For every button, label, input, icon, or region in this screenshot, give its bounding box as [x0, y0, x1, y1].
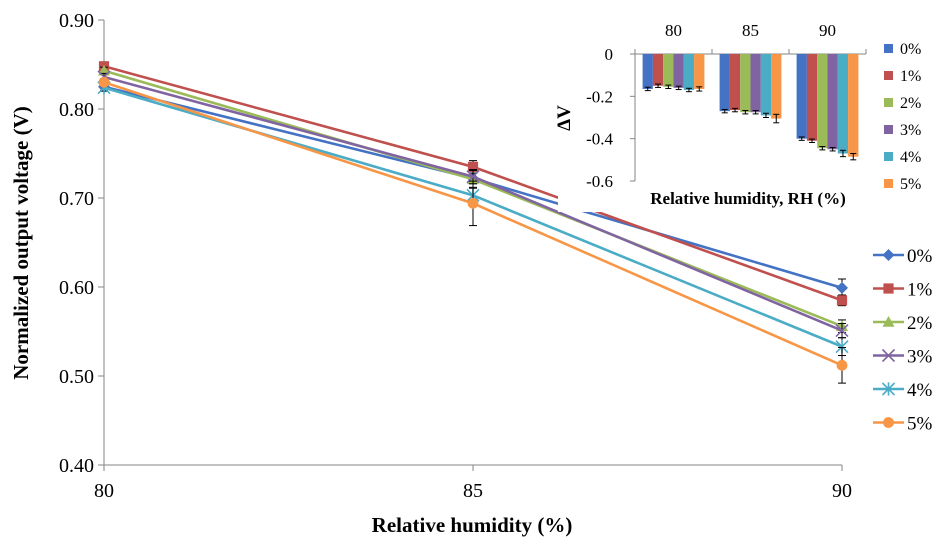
- main-legend: 0% 1% 2% 3% 4% 5%: [873, 246, 933, 435]
- main-y-tick-label: 0.80: [59, 99, 94, 121]
- legend-marker: [881, 382, 896, 396]
- inset-legend-label: 2%: [900, 95, 921, 112]
- inset-bar: [806, 54, 818, 141]
- main-x-axis-label: Relative humidity (%): [372, 513, 573, 537]
- inset-bar: [673, 54, 684, 88]
- data-point: [836, 295, 848, 306]
- inset-bar: [652, 54, 664, 86]
- inset-x-tick-label: 85: [742, 21, 759, 40]
- inset-legend-swatch: [884, 98, 893, 107]
- legend-entry: 0%: [873, 246, 933, 267]
- inset-legend-label: 1%: [900, 68, 921, 85]
- inset-legend-label: 3%: [900, 122, 921, 139]
- inset-legend-entry: 4%: [884, 149, 921, 166]
- data-point: [467, 161, 479, 172]
- inset-y-tick-label: -0.6: [586, 172, 613, 191]
- main-y-tick-label: 0.90: [59, 10, 94, 32]
- inset-bar: [848, 54, 859, 157]
- inset-legend-entry: 5%: [884, 176, 921, 193]
- inset-bar: [663, 54, 674, 87]
- legend-label: 4%: [907, 380, 933, 401]
- inset-legend-entry: 1%: [884, 68, 921, 85]
- main-y-ticks: 0.40 0.50 0.60 0.70 0.80 0.90: [59, 10, 104, 477]
- legend-marker: [883, 417, 894, 428]
- main-x-ticks: 80 85 90: [94, 465, 852, 502]
- inset-bar: [827, 54, 838, 150]
- inset-y-tick-label: -0.4: [586, 130, 613, 149]
- data-point: [836, 281, 848, 294]
- inset-legend: 0% 1% 2% 3% 4% 5%: [884, 41, 921, 193]
- legend-label: 5%: [907, 414, 933, 435]
- inset-bar: [771, 54, 782, 119]
- inset-bar: [719, 54, 730, 112]
- main-y-tick-label: 0.40: [59, 455, 94, 477]
- inset-x-ticks: 80 85 90: [665, 21, 836, 40]
- main-chart: 0.40 0.50 0.60 0.70 0.80 0.90 80 85 90 Relative…: [9, 10, 933, 537]
- inset-legend-entry: 2%: [884, 95, 921, 112]
- main-x-tick-label: 90: [832, 480, 852, 502]
- legend-entry: 2%: [873, 313, 933, 334]
- data-point: [467, 197, 479, 209]
- legend-label: 2%: [907, 313, 933, 334]
- inset-bar: [642, 54, 653, 89]
- legend-marker: [882, 316, 895, 327]
- main-y-tick-label: 0.60: [59, 277, 94, 299]
- inset-bar: [740, 54, 751, 113]
- inset-legend-swatch: [884, 125, 893, 134]
- main-series: [97, 61, 849, 384]
- inset-legend-swatch: [884, 44, 893, 53]
- inset-legend-label: 0%: [900, 41, 921, 58]
- inset-bar: [817, 54, 828, 149]
- data-point: [836, 359, 848, 371]
- inset-bar: [683, 54, 695, 90]
- legend-marker: [881, 348, 896, 363]
- main-y-axis-label: Normalized output voltage (V): [9, 106, 33, 380]
- inset-bar: [729, 54, 741, 111]
- inset-bar: [796, 54, 807, 139]
- inset-bar: [694, 54, 705, 89]
- main-x-tick-label: 80: [94, 480, 114, 502]
- legend-entry: 3%: [873, 347, 933, 368]
- inset-y-tick-label: 0: [605, 45, 614, 64]
- inset-legend-entry: 3%: [884, 122, 921, 139]
- inset-legend-swatch: [884, 179, 893, 188]
- inset-legend-label: 4%: [900, 149, 921, 166]
- inset-y-tick-label: -0.2: [586, 87, 613, 106]
- legend-label: 3%: [907, 347, 933, 368]
- legend-marker: [883, 283, 894, 294]
- inset-bar: [760, 54, 772, 116]
- inset-legend-swatch: [884, 152, 893, 161]
- main-y-tick-label: 0.70: [59, 188, 94, 210]
- data-point: [835, 324, 849, 338]
- inset-x-axis-label: Relative humidity, RH (%): [650, 189, 846, 208]
- main-x-tick-label: 85: [463, 480, 483, 502]
- inset-x-tick-label: 80: [665, 21, 682, 40]
- series-5pct: [98, 76, 848, 384]
- legend-entry: 1%: [873, 280, 933, 301]
- inset-y-axis-label: ΔV: [554, 105, 575, 131]
- inset-legend-swatch: [884, 71, 893, 80]
- inset-x-tick-label: 90: [819, 21, 836, 40]
- inset-y-ticks: 0 -0.2 -0.4 -0.6: [586, 45, 635, 191]
- inset-bar: [837, 54, 849, 154]
- inset-bar: [750, 54, 761, 113]
- inset-chart: 0 -0.2 -0.4 -0.6 80 85 90 Relative humidity, …: [554, 6, 934, 212]
- legend-entry: 4%: [873, 380, 933, 401]
- inset-legend-label: 5%: [900, 176, 921, 193]
- legend-label: 1%: [907, 280, 933, 301]
- legend-marker: [882, 249, 895, 261]
- data-point: [98, 76, 110, 88]
- legend-label: 0%: [907, 246, 933, 267]
- main-y-tick-label: 0.50: [59, 366, 94, 388]
- inset-legend-entry: 0%: [884, 41, 921, 58]
- legend-entry: 5%: [873, 414, 933, 435]
- inset-bars: [642, 54, 859, 161]
